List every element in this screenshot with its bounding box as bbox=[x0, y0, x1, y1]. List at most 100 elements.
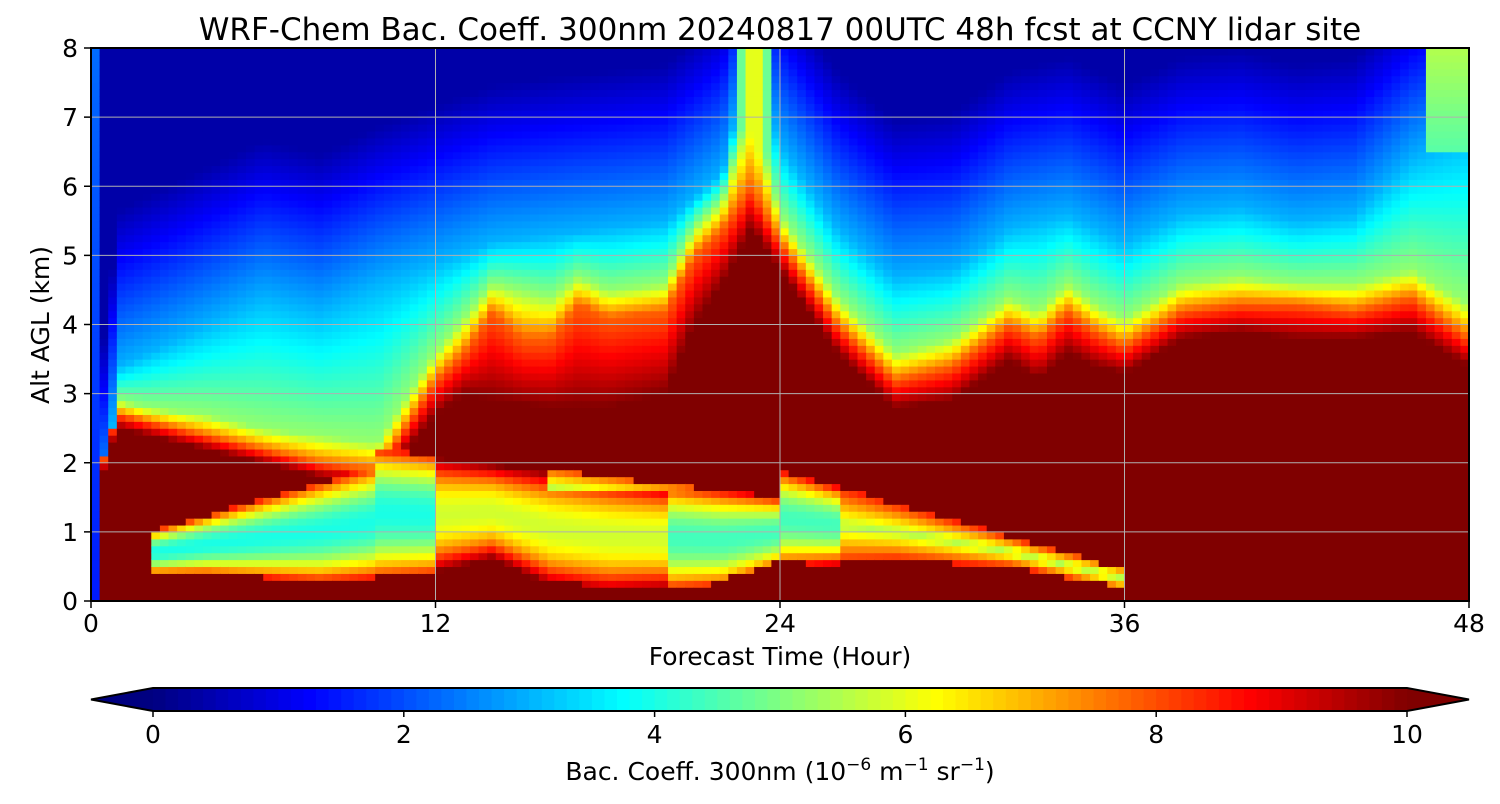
contour-cell bbox=[289, 158, 299, 167]
contour-cell bbox=[469, 518, 480, 526]
contour-cell bbox=[168, 269, 178, 277]
contour-cell bbox=[91, 448, 101, 457]
contour-cell bbox=[323, 172, 333, 180]
contour-cell bbox=[280, 504, 290, 512]
contour-cell bbox=[564, 179, 574, 187]
contour-cell bbox=[125, 103, 135, 111]
contour-cell bbox=[581, 234, 592, 243]
contour-cell bbox=[444, 68, 454, 77]
contour-cell bbox=[461, 262, 471, 270]
contour-cell bbox=[323, 497, 333, 505]
contour-cell bbox=[366, 545, 376, 554]
contour-cell bbox=[581, 283, 592, 291]
contour-cell bbox=[289, 538, 299, 547]
contour-cell bbox=[366, 144, 376, 153]
contour-cell bbox=[323, 379, 333, 388]
contour-cell bbox=[513, 421, 523, 429]
contour-cell bbox=[134, 124, 144, 132]
contour-cell bbox=[125, 241, 135, 250]
contour-cell bbox=[349, 414, 359, 422]
contour-cell bbox=[185, 310, 195, 319]
contour-cell bbox=[202, 200, 213, 208]
contour-cell bbox=[556, 435, 566, 443]
contour-cell bbox=[607, 289, 617, 298]
contour-cell bbox=[452, 283, 462, 291]
contour-cell bbox=[616, 54, 626, 63]
contour-cell bbox=[91, 469, 101, 478]
contour-cell bbox=[263, 524, 273, 533]
contour-cell bbox=[177, 96, 187, 104]
contour-cell bbox=[409, 559, 419, 568]
contour-cell bbox=[91, 110, 101, 118]
contour-cell bbox=[220, 448, 230, 457]
contour-cell bbox=[220, 331, 230, 339]
contour-cell bbox=[271, 165, 282, 174]
contour-cell bbox=[461, 372, 471, 381]
contour-cell bbox=[401, 269, 411, 277]
contour-cell bbox=[530, 283, 540, 291]
contour-cell bbox=[495, 511, 505, 519]
contour-cell bbox=[99, 227, 109, 236]
contour-cell bbox=[142, 283, 152, 291]
contour-cell bbox=[418, 124, 428, 132]
contour-cell bbox=[151, 497, 161, 505]
contour-cell bbox=[134, 206, 144, 215]
contour-cell bbox=[194, 435, 204, 443]
contour-cell bbox=[383, 48, 394, 56]
contour-cell bbox=[159, 531, 170, 540]
contour-cell bbox=[521, 303, 531, 312]
contour-cell bbox=[513, 103, 523, 111]
contour-cell bbox=[237, 255, 247, 263]
contour-cell bbox=[504, 151, 514, 160]
contour-cell bbox=[194, 227, 204, 236]
contour-cell bbox=[280, 594, 290, 601]
contour-cell bbox=[487, 538, 497, 547]
contour-cell bbox=[237, 379, 247, 388]
contour-cell bbox=[340, 234, 350, 243]
contour-cell bbox=[323, 89, 333, 97]
contour-cell bbox=[211, 552, 221, 561]
contour-cell bbox=[263, 359, 273, 367]
contour-cell bbox=[202, 352, 213, 360]
contour-cell bbox=[142, 435, 152, 443]
contour-cell bbox=[177, 393, 187, 402]
contour-cell bbox=[280, 179, 290, 187]
contour-cell bbox=[280, 151, 290, 160]
contour-cell bbox=[495, 248, 505, 256]
contour-cell bbox=[513, 172, 523, 180]
contour-cell bbox=[556, 442, 566, 450]
contour-cell bbox=[616, 48, 626, 56]
contour-cell bbox=[194, 289, 204, 298]
contour-cell bbox=[401, 407, 411, 415]
contour-cell bbox=[444, 324, 454, 333]
contour-cell bbox=[478, 511, 488, 519]
contour-cell bbox=[495, 393, 505, 402]
contour-cell bbox=[590, 110, 600, 118]
contour-cell bbox=[194, 54, 204, 63]
contour-cell bbox=[306, 573, 316, 581]
contour-cell bbox=[108, 117, 118, 125]
contour-cell bbox=[418, 255, 428, 263]
contour-cell bbox=[409, 504, 419, 512]
contour-cell bbox=[564, 428, 574, 436]
contour-cell bbox=[108, 435, 118, 443]
contour-cell bbox=[177, 504, 187, 512]
contour-cell bbox=[616, 144, 626, 153]
contour-cell bbox=[142, 331, 152, 339]
contour-cell bbox=[573, 538, 583, 547]
contour-cell bbox=[487, 206, 497, 215]
contour-cell bbox=[297, 338, 307, 346]
contour-cell bbox=[452, 400, 462, 409]
contour-cell bbox=[607, 483, 617, 491]
contour-cell bbox=[108, 310, 118, 319]
contour-cell bbox=[280, 110, 290, 118]
contour-cell bbox=[418, 580, 428, 588]
contour-cell bbox=[125, 213, 135, 222]
contour-cell bbox=[495, 442, 505, 450]
contour-cell bbox=[297, 359, 307, 367]
contour-cell bbox=[332, 172, 342, 180]
contour-cell bbox=[125, 455, 135, 464]
contour-cell bbox=[418, 158, 428, 167]
contour-cell bbox=[211, 276, 221, 284]
contour-cell bbox=[220, 151, 230, 160]
